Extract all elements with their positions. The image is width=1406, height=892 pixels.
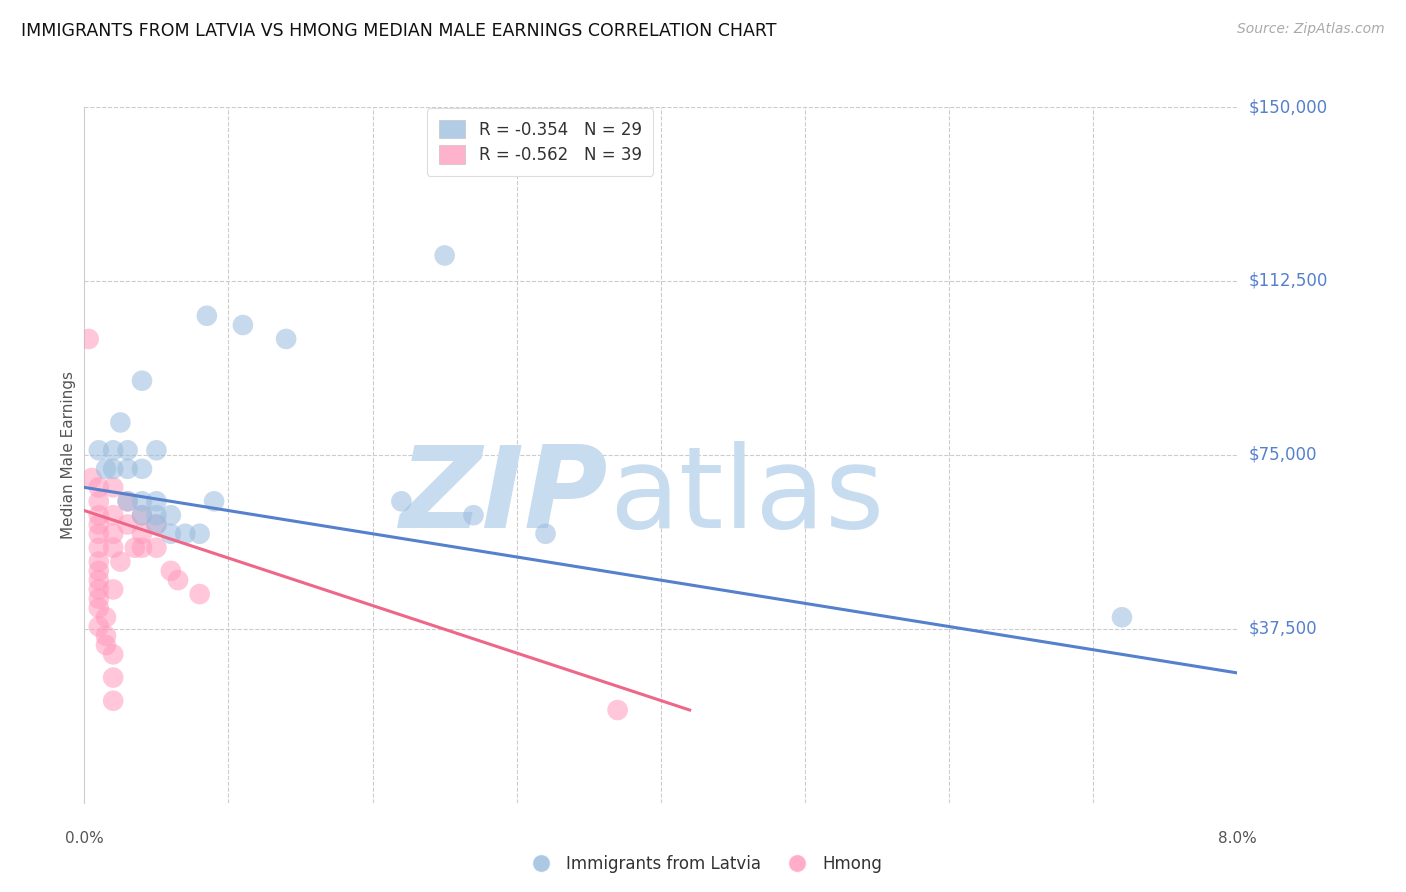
Point xyxy=(87,582,110,597)
Point xyxy=(202,494,225,508)
Point xyxy=(87,480,110,494)
Point xyxy=(87,619,110,633)
Point xyxy=(103,582,124,597)
Point xyxy=(463,508,485,523)
Point xyxy=(160,526,183,541)
Point xyxy=(195,309,218,323)
Point xyxy=(117,494,139,508)
Point xyxy=(145,541,167,555)
Point xyxy=(131,541,153,555)
Point xyxy=(167,573,190,587)
Point xyxy=(131,374,153,388)
Point xyxy=(87,494,110,508)
Point xyxy=(131,494,153,508)
Point xyxy=(80,471,103,485)
Point xyxy=(103,508,124,523)
Point xyxy=(188,587,211,601)
Point xyxy=(188,526,211,541)
Text: IMMIGRANTS FROM LATVIA VS HMONG MEDIAN MALE EARNINGS CORRELATION CHART: IMMIGRANTS FROM LATVIA VS HMONG MEDIAN M… xyxy=(21,22,776,40)
Point xyxy=(117,462,139,476)
Point xyxy=(174,526,197,541)
Point xyxy=(103,671,124,685)
Point xyxy=(87,564,110,578)
Point xyxy=(160,564,183,578)
Point xyxy=(87,541,110,555)
Y-axis label: Median Male Earnings: Median Male Earnings xyxy=(60,371,76,539)
Point xyxy=(110,555,132,569)
Point xyxy=(274,332,298,346)
Point xyxy=(87,573,110,587)
Text: Source: ZipAtlas.com: Source: ZipAtlas.com xyxy=(1237,22,1385,37)
Point xyxy=(433,248,456,262)
Point xyxy=(145,517,167,532)
Point xyxy=(87,443,110,458)
Point xyxy=(103,462,124,476)
Point xyxy=(606,703,628,717)
Point xyxy=(117,517,139,532)
Text: $37,500: $37,500 xyxy=(1249,620,1317,638)
Legend: Immigrants from Latvia, Hmong: Immigrants from Latvia, Hmong xyxy=(517,848,889,880)
Point xyxy=(145,494,167,508)
Point xyxy=(103,443,124,458)
Text: $112,500: $112,500 xyxy=(1249,272,1327,290)
Point xyxy=(131,526,153,541)
Legend: R = -0.354   N = 29, R = -0.562   N = 39: R = -0.354 N = 29, R = -0.562 N = 39 xyxy=(427,109,654,176)
Point xyxy=(131,508,153,523)
Point xyxy=(87,555,110,569)
Point xyxy=(117,443,139,458)
Text: $150,000: $150,000 xyxy=(1249,98,1327,116)
Point xyxy=(232,318,254,332)
Point xyxy=(145,517,167,532)
Point xyxy=(94,610,117,624)
Point xyxy=(145,508,167,523)
Point xyxy=(87,601,110,615)
Point xyxy=(117,494,139,508)
Point xyxy=(103,541,124,555)
Text: 0.0%: 0.0% xyxy=(65,830,104,846)
Point xyxy=(389,494,413,508)
Point xyxy=(94,462,117,476)
Point xyxy=(124,541,146,555)
Text: $75,000: $75,000 xyxy=(1249,446,1317,464)
Point xyxy=(94,629,117,643)
Point xyxy=(103,526,124,541)
Text: ZIP: ZIP xyxy=(401,442,609,552)
Point xyxy=(103,480,124,494)
Point xyxy=(87,526,110,541)
Text: 8.0%: 8.0% xyxy=(1218,830,1257,846)
Text: atlas: atlas xyxy=(609,442,884,552)
Point xyxy=(110,416,132,430)
Point xyxy=(103,694,124,708)
Point xyxy=(87,508,110,523)
Point xyxy=(1111,610,1133,624)
Point xyxy=(131,462,153,476)
Point xyxy=(145,443,167,458)
Point xyxy=(94,638,117,652)
Point xyxy=(131,508,153,523)
Point xyxy=(534,526,557,541)
Point xyxy=(103,648,124,662)
Point xyxy=(87,517,110,532)
Point xyxy=(87,591,110,606)
Point xyxy=(160,508,183,523)
Point xyxy=(77,332,100,346)
